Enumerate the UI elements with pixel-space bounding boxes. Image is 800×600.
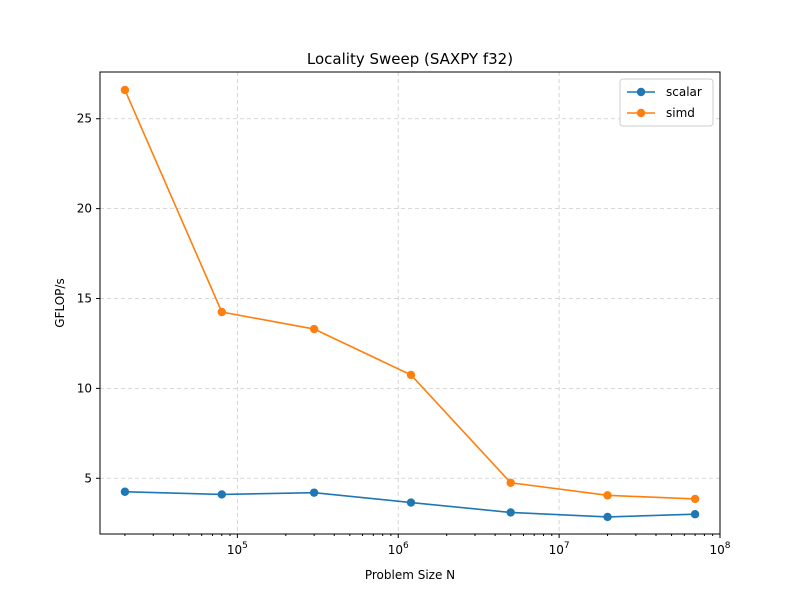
data-point: [309, 324, 319, 334]
y-tick-label: 20: [77, 202, 92, 216]
data-point: [120, 85, 130, 95]
y-tick-label: 10: [77, 381, 92, 395]
series-scalar: [120, 487, 700, 522]
data-point: [603, 512, 612, 522]
x-tick-label: 106: [388, 541, 409, 557]
data-point: [217, 307, 226, 317]
data-point: [690, 510, 700, 519]
data-point: [506, 508, 515, 517]
plot-frame: [99, 71, 721, 535]
x-tick-label: 108: [709, 541, 730, 557]
data-point: [603, 491, 612, 500]
data-point: [506, 478, 515, 487]
data-point: [406, 498, 416, 507]
data-point: [406, 370, 416, 380]
legend-item-simd: simd: [627, 106, 695, 120]
chart-title: Locality Sweep (SAXPY f32): [307, 50, 513, 68]
x-axis-ticks: 105 106 107 108: [124, 534, 731, 557]
y-tick-label: 25: [77, 112, 92, 126]
data-point: [690, 494, 700, 504]
legend-label: simd: [666, 106, 695, 120]
legend-marker: [636, 108, 646, 118]
x-tick-label: 105: [227, 541, 248, 557]
y-tick-label: 15: [77, 292, 92, 306]
data-point: [217, 490, 226, 499]
legend: scalar simd: [619, 78, 714, 127]
x-tick-label: 107: [549, 541, 570, 557]
series-layer: [120, 85, 700, 522]
legend-marker: [636, 87, 646, 97]
y-tick-label: 5: [84, 471, 92, 485]
x-axis-label: Problem Size N: [365, 568, 455, 582]
data-point: [120, 487, 130, 496]
legend-label: scalar: [666, 85, 702, 99]
data-point: [309, 488, 319, 497]
legend-item-scalar: scalar: [627, 85, 702, 99]
y-axis-ticks: 5 10 15 20 25: [77, 112, 100, 485]
y-axis-label: GFLOP/s: [53, 278, 67, 327]
series-simd: [120, 85, 700, 504]
